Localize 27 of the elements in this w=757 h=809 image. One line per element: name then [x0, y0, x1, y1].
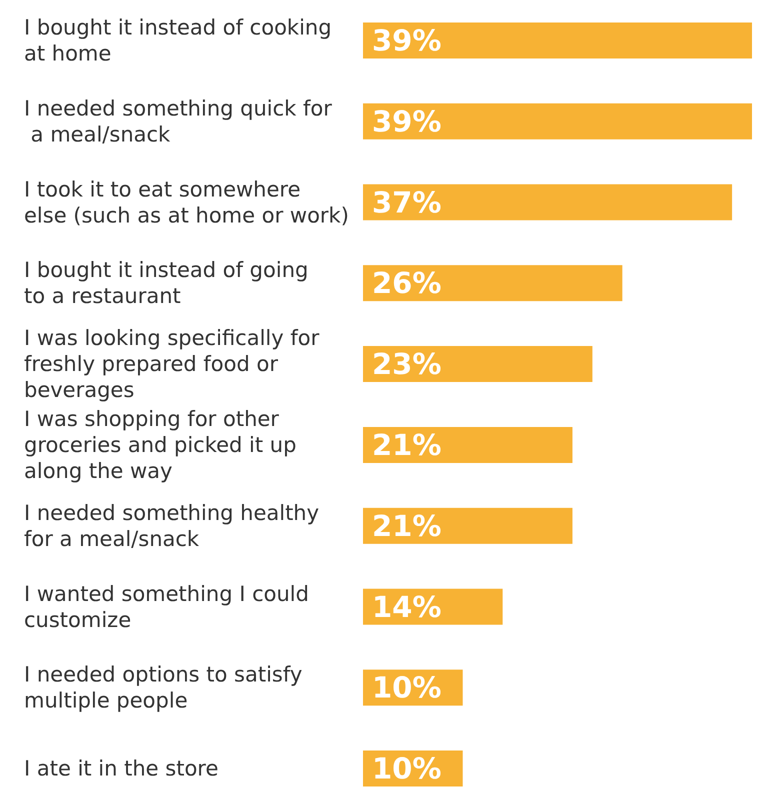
data-label: 10% — [372, 670, 442, 705]
data-label: 14% — [372, 590, 442, 624]
bar — [363, 184, 732, 220]
y-tick-label: I was shopping for other groceries and picked it up along the way — [24, 406, 296, 483]
bar — [363, 103, 752, 140]
bar — [363, 22, 752, 58]
bar — [363, 426, 572, 463]
data-label: 39% — [372, 23, 442, 58]
data-label: 23% — [372, 347, 442, 382]
y-tick-label: I needed something quick for a meal/snack — [24, 96, 332, 146]
y-tick-label: I bought it instead of going to a restaurant — [24, 258, 308, 308]
bar — [363, 346, 592, 382]
y-tick-label: I took it to eat somewhere else (such as at home or work) — [24, 177, 349, 228]
y-tick-label: I ate it in the store — [24, 756, 218, 781]
data-label: 21% — [372, 428, 442, 462]
data-label: 21% — [372, 508, 442, 543]
bar — [363, 508, 572, 544]
data-label: 37% — [372, 185, 442, 220]
data-label: 26% — [372, 266, 442, 300]
y-tick-label: I wanted something I could customize — [24, 582, 309, 632]
data-label: 39% — [372, 104, 442, 138]
y-tick-label: I needed options to satisfy multiple people — [24, 662, 302, 713]
y-tick-label: I needed something healthy for a meal/snack — [24, 500, 320, 551]
y-tick-label: I was looking specifically for freshly prepared food or beverages — [24, 326, 320, 402]
bar — [363, 265, 622, 302]
y-tick-label: I bought it instead of cooking at home — [24, 15, 332, 66]
data-label: 10% — [372, 752, 442, 786]
